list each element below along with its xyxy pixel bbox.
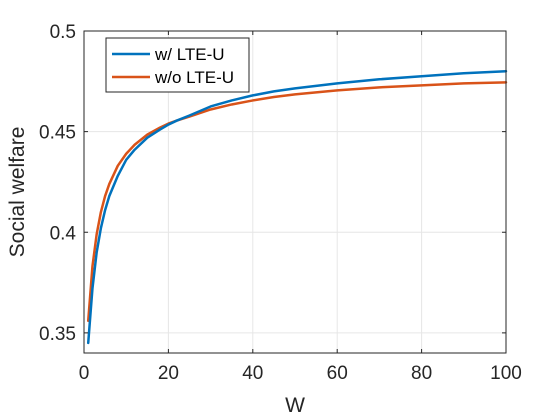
y-tick-label: 0.35 [39,324,76,345]
x-tick-label: 80 [411,363,432,384]
x-axis-label: W [285,394,305,417]
x-tick-label: 0 [79,363,90,384]
y-tick-label: 0.5 [50,22,76,43]
legend-label-w-lte-u: w/ LTE-U [154,45,225,64]
axis-ticks: 0 20 40 60 80 100 0.35 0.4 0.45 0.5 [39,22,522,384]
series-lines [86,70,508,345]
legend-label-w-o-lte-u: w/o LTE-U [154,68,234,87]
x-tick-label: 20 [158,363,179,384]
legend: w/ LTE-U w/o LTE-U [105,37,250,93]
series-line-w-lte-u [86,70,508,345]
series-line-w-o-lte-u [86,81,508,323]
y-tick-label: 0.45 [39,123,76,144]
x-tick-label: 60 [327,363,348,384]
legend-box [105,37,250,93]
y-axis-label: Social welfare [6,127,29,258]
plot-area-frame [83,30,507,354]
y-tick-label: 0.4 [50,223,77,244]
x-tick-label: 40 [242,363,263,384]
x-tick-label: 100 [490,363,522,384]
